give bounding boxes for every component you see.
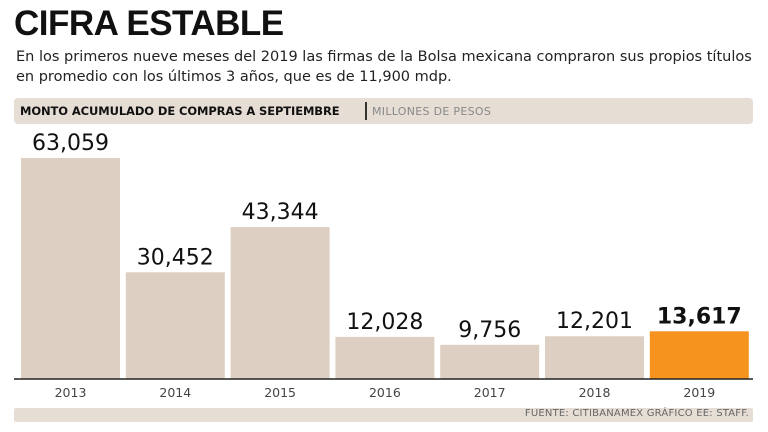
- bar-2016: [335, 336, 435, 379]
- bar-2019: [649, 331, 749, 379]
- x-tick-label-2017: 2017: [474, 385, 506, 400]
- x-tick-label-2019: 2019: [683, 385, 715, 400]
- value-label-2019: 13,617: [657, 304, 742, 329]
- value-label-2017: 9,756: [458, 318, 521, 343]
- bar-2018: [545, 336, 644, 379]
- value-label-2014: 30,452: [137, 245, 214, 270]
- x-tick-label-2016: 2016: [369, 385, 401, 400]
- chart-subtitle: En los primeros nueve meses del 2019 las…: [16, 49, 752, 85]
- x-tick-label-2015: 2015: [264, 385, 296, 400]
- x-tick-label-2013: 2013: [55, 385, 87, 400]
- value-label-2015: 43,344: [242, 200, 319, 225]
- chart-header-band: MONTO ACUMULADO DE COMPRAS A SEPTIEMBRE …: [14, 98, 753, 124]
- page-title: CIFRA ESTABLE: [14, 4, 284, 43]
- x-tick-label-2014: 2014: [159, 385, 191, 400]
- bar-2017: [440, 344, 540, 379]
- value-label-2013: 63,059: [32, 131, 109, 156]
- value-label-2016: 12,028: [346, 310, 423, 335]
- chart-title: MONTO ACUMULADO DE COMPRAS A SEPTIEMBRE: [20, 104, 340, 118]
- band-separator: [365, 102, 367, 120]
- footer-band: FUENTE: CITIBANAMEX GRÁFICO EE: STAFF.: [14, 408, 753, 422]
- x-tick-label-2018: 2018: [579, 385, 611, 400]
- bar-2015: [230, 227, 330, 379]
- chart-units-label: MILLONES DE PESOS: [372, 105, 492, 118]
- bar-2014: [125, 272, 225, 379]
- source-credit: FUENTE: CITIBANAMEX GRÁFICO EE: STAFF.: [524, 408, 749, 419]
- bar-2013: [21, 158, 120, 379]
- value-label-2018: 12,201: [556, 309, 633, 334]
